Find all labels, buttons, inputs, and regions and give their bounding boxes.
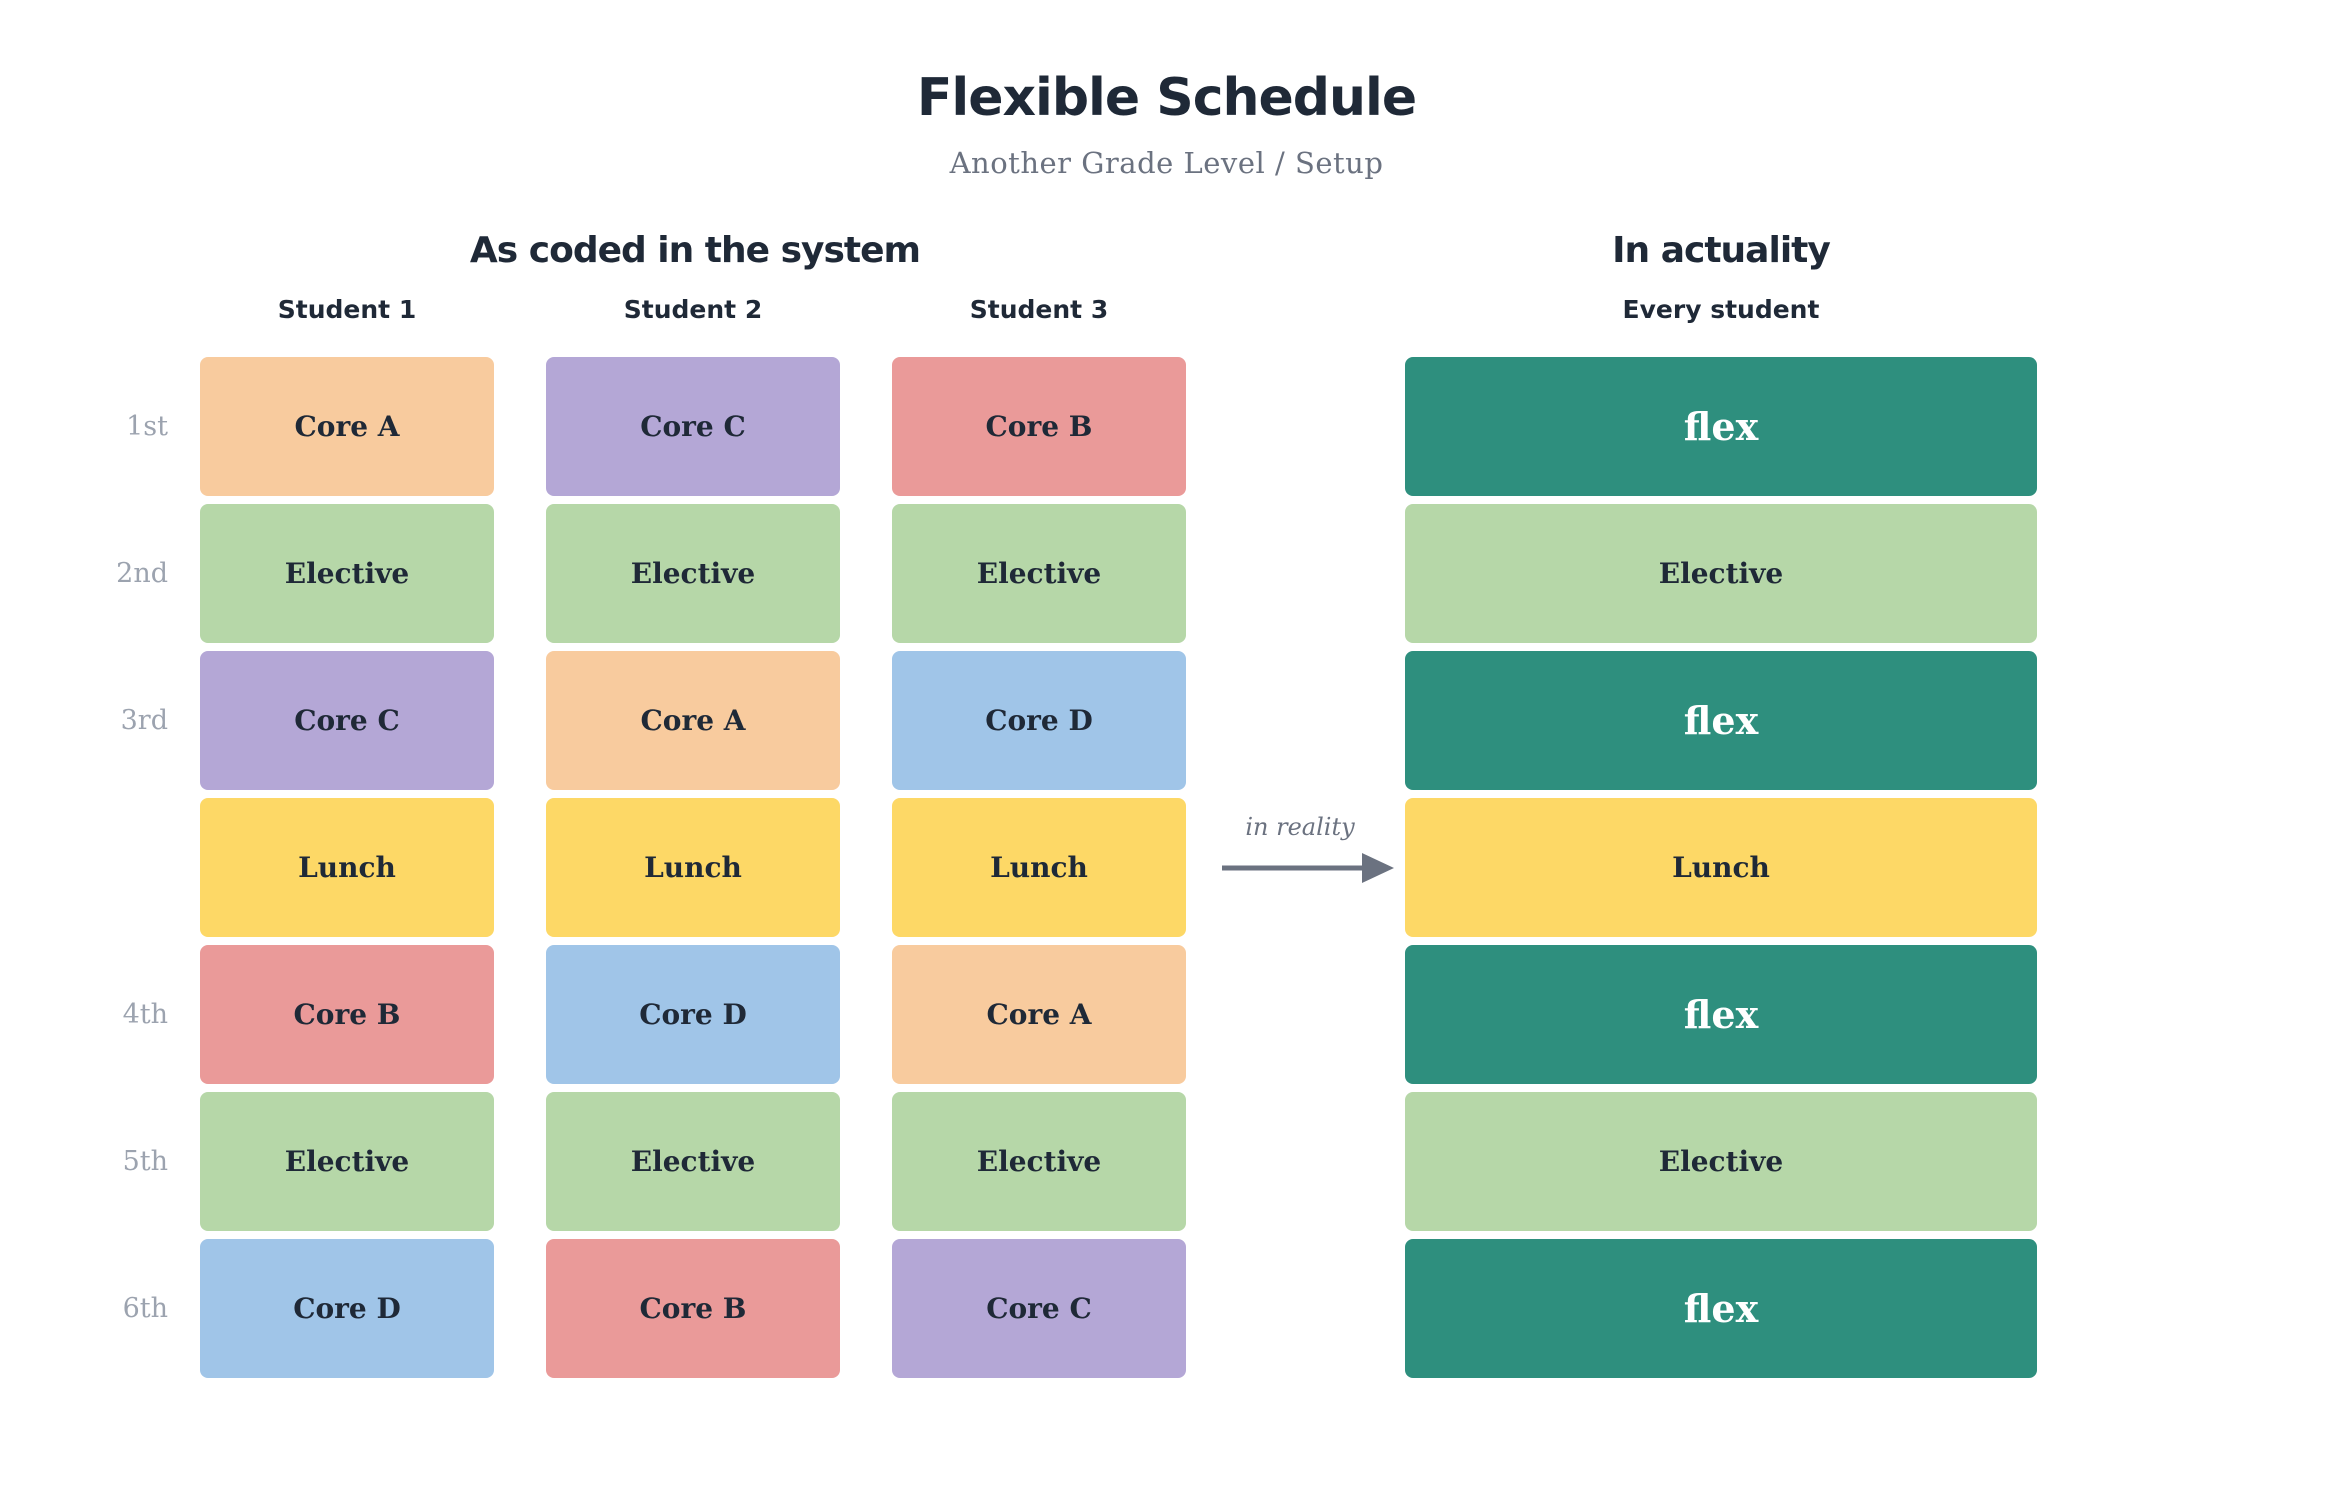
actual-block-flex: flex xyxy=(1405,945,2037,1084)
actual-block-lunch: Lunch xyxy=(1405,798,2037,937)
schedule-block-core-d: Core D xyxy=(892,651,1186,790)
actual-block-elective: Elective xyxy=(1405,1092,2037,1231)
actual-block-elective: Elective xyxy=(1405,504,2037,643)
schedule-block-elective: Elective xyxy=(546,504,840,643)
column-header-student-1: Student 1 xyxy=(277,295,417,324)
period-label: 6th xyxy=(122,1293,168,1324)
schedule-block-core-a: Core A xyxy=(546,651,840,790)
actual-block-flex: flex xyxy=(1405,1239,2037,1378)
schedule-block-elective: Elective xyxy=(892,1092,1186,1231)
arrow-label: in reality xyxy=(1245,813,1355,841)
section-title-coded: As coded in the system xyxy=(469,230,921,271)
schedule-block-core-a: Core A xyxy=(892,945,1186,1084)
period-label: 5th xyxy=(122,1146,168,1177)
schedule-block-core-c: Core C xyxy=(200,651,494,790)
column-header-student-2: Student 2 xyxy=(623,295,763,324)
page-title: Flexible Schedule xyxy=(916,68,1417,128)
schedule-block-lunch: Lunch xyxy=(892,798,1186,937)
schedule-block-elective: Elective xyxy=(892,504,1186,643)
schedule-block-lunch: Lunch xyxy=(200,798,494,937)
column-header-every-student: Every student xyxy=(1622,295,1820,324)
schedule-block-lunch: Lunch xyxy=(546,798,840,937)
period-label: 1st xyxy=(126,411,168,442)
actual-block-flex: flex xyxy=(1405,651,2037,790)
period-label: 3rd xyxy=(120,705,168,736)
section-title-actuality: In actuality xyxy=(1612,230,1831,271)
schedule-block-core-b: Core B xyxy=(200,945,494,1084)
period-label: 4th xyxy=(122,999,168,1030)
schedule-block-elective: Elective xyxy=(546,1092,840,1231)
schedule-block-core-b: Core B xyxy=(546,1239,840,1378)
schedule-block-core-b: Core B xyxy=(892,357,1186,496)
actual-block-flex: flex xyxy=(1405,357,2037,496)
schedule-block-elective: Elective xyxy=(200,504,494,643)
schedule-block-core-a: Core A xyxy=(200,357,494,496)
schedule-block-core-c: Core C xyxy=(892,1239,1186,1378)
schedule-block-core-d: Core D xyxy=(200,1239,494,1378)
right-arrow-icon xyxy=(1222,853,1394,883)
schedule-block-elective: Elective xyxy=(200,1092,494,1231)
page-subtitle: Another Grade Level / Setup xyxy=(949,146,1384,180)
period-label: 2nd xyxy=(116,558,168,589)
schedule-block-core-c: Core C xyxy=(546,357,840,496)
column-header-student-3: Student 3 xyxy=(969,295,1109,324)
schedule-block-core-d: Core D xyxy=(546,945,840,1084)
